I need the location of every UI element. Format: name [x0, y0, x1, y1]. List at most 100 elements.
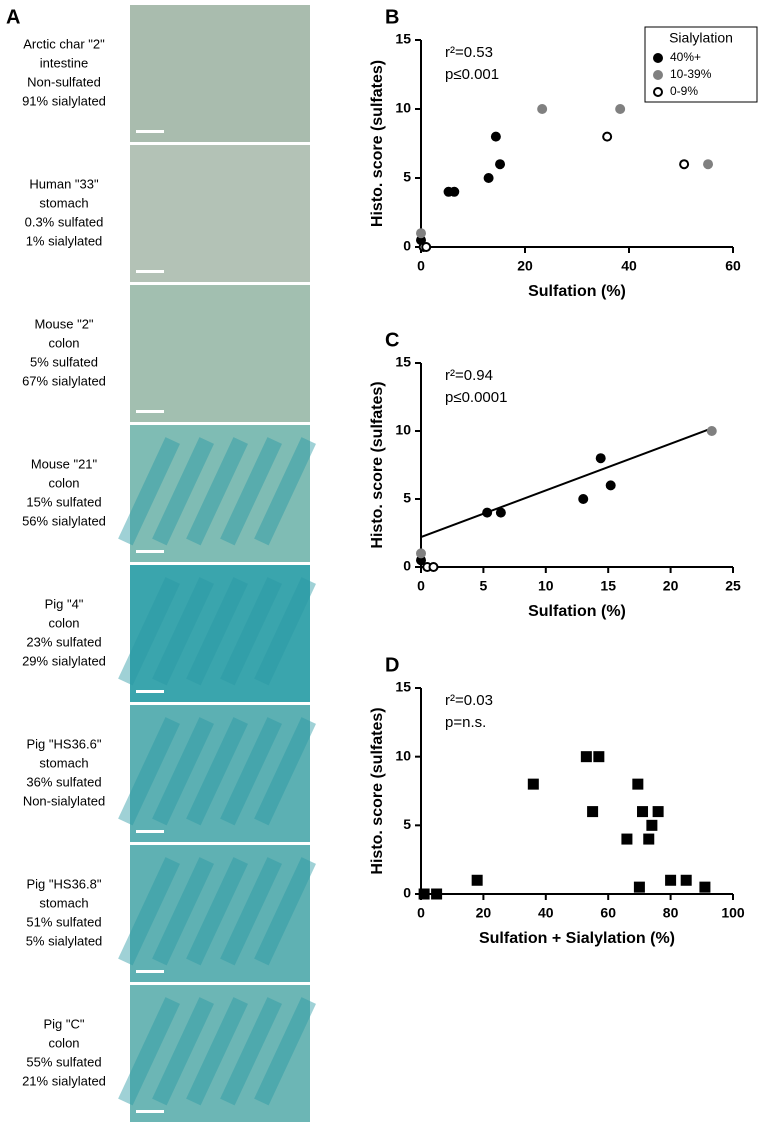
sample-label: colon [48, 615, 79, 630]
stain-band [152, 437, 214, 546]
y-tick-label: 15 [395, 31, 411, 47]
stain-band [152, 997, 214, 1106]
point [418, 888, 430, 900]
sample-label: 51% sulfated [26, 914, 101, 929]
annotation: r²=0.03 [445, 692, 493, 709]
x-tick-label: 40 [538, 905, 554, 921]
sample-label: 67% sialylated [22, 373, 106, 388]
point [483, 173, 494, 183]
y-tick-label: 5 [403, 169, 411, 185]
y-tick-label: 0 [403, 558, 411, 574]
legend-label: 40%+ [670, 50, 701, 64]
point [578, 494, 589, 504]
x-tick-label: 0 [417, 578, 425, 594]
stain-band [118, 997, 180, 1106]
x-tick-label: 100 [721, 905, 745, 921]
point [580, 751, 592, 763]
sample-label: stomach [39, 755, 88, 770]
point [428, 562, 439, 572]
point [680, 874, 692, 886]
sample-label: Mouse "2" [34, 316, 93, 331]
point [646, 819, 658, 831]
legend-title: Sialylation [669, 30, 733, 46]
x-tick-label: 20 [517, 258, 533, 274]
x-tick-label: 25 [725, 578, 741, 594]
sample-label: Non-sulfated [27, 74, 101, 89]
sample-label: 0.3% sulfated [25, 214, 104, 229]
point [679, 159, 690, 170]
legend-box [644, 26, 758, 103]
x-tick-label: 60 [725, 258, 741, 274]
legend-marker [653, 87, 663, 97]
y-tick-label: 10 [395, 747, 411, 763]
micrograph [130, 145, 310, 282]
sample-label: intestine [40, 55, 88, 70]
legend-marker [653, 53, 663, 63]
stain-band [118, 577, 180, 686]
x-tick-label: 15 [600, 578, 616, 594]
point [665, 874, 677, 886]
stain-band [152, 577, 214, 686]
stain-band [118, 437, 180, 546]
annotation: r²=0.53 [445, 44, 493, 61]
stain-band [118, 857, 180, 966]
stain-band [254, 857, 316, 966]
point [495, 507, 506, 518]
point [615, 104, 626, 114]
sample-label: 15% sulfated [26, 494, 101, 509]
point [471, 874, 483, 886]
scale-bar [136, 1110, 164, 1113]
legend-label: 0-9% [670, 84, 698, 98]
micrograph [130, 845, 310, 982]
point [595, 453, 606, 464]
sample-label: 56% sialylated [22, 513, 106, 528]
point [416, 548, 426, 559]
stain-band [254, 997, 316, 1106]
sample-label: 5% sulfated [30, 354, 98, 369]
panel-label: A [6, 6, 20, 28]
point [416, 228, 426, 239]
scale-bar [136, 410, 164, 413]
sample-label: Pig "HS36.8" [27, 876, 102, 891]
point [593, 751, 605, 763]
point [633, 881, 645, 893]
point [703, 159, 714, 170]
stain-band [118, 717, 180, 826]
point [587, 806, 599, 818]
stain-band [152, 857, 214, 966]
micrograph [130, 565, 310, 702]
scale-bar [136, 830, 164, 833]
sample-label: stomach [39, 895, 88, 910]
x-axis-title: Sulfation + Sialylation (%) [479, 930, 675, 947]
annotation: p≤0.001 [445, 66, 499, 83]
sample-label: Non-sialylated [23, 793, 105, 808]
sample-label: 91% sialylated [22, 93, 106, 108]
stain-band [220, 857, 282, 966]
point [490, 131, 501, 142]
x-tick-label: 10 [538, 578, 554, 594]
sample-label: Arctic char "2" [23, 36, 105, 51]
point [632, 778, 644, 790]
annotation: r²=0.94 [445, 367, 493, 384]
sample-label: Pig "C" [43, 1016, 84, 1031]
x-tick-label: 40 [621, 258, 637, 274]
y-tick-label: 15 [395, 679, 411, 695]
sample-label: colon [48, 335, 79, 350]
legend-label: 10-39% [670, 67, 712, 81]
stain-band [186, 717, 248, 826]
micrograph [130, 5, 310, 142]
y-tick-label: 5 [403, 490, 411, 506]
point [602, 131, 613, 142]
y-tick-label: 10 [395, 100, 411, 116]
sample-label: 1% sialylated [26, 233, 103, 248]
point [706, 426, 717, 436]
point [605, 480, 616, 491]
stain-band [254, 577, 316, 686]
y-axis-title: Histo. score (sulfates) [369, 60, 386, 227]
micrograph [130, 705, 310, 842]
stain-band [186, 437, 248, 546]
panel-label: D [385, 654, 399, 676]
y-tick-label: 5 [403, 816, 411, 832]
stain-band [186, 577, 248, 686]
